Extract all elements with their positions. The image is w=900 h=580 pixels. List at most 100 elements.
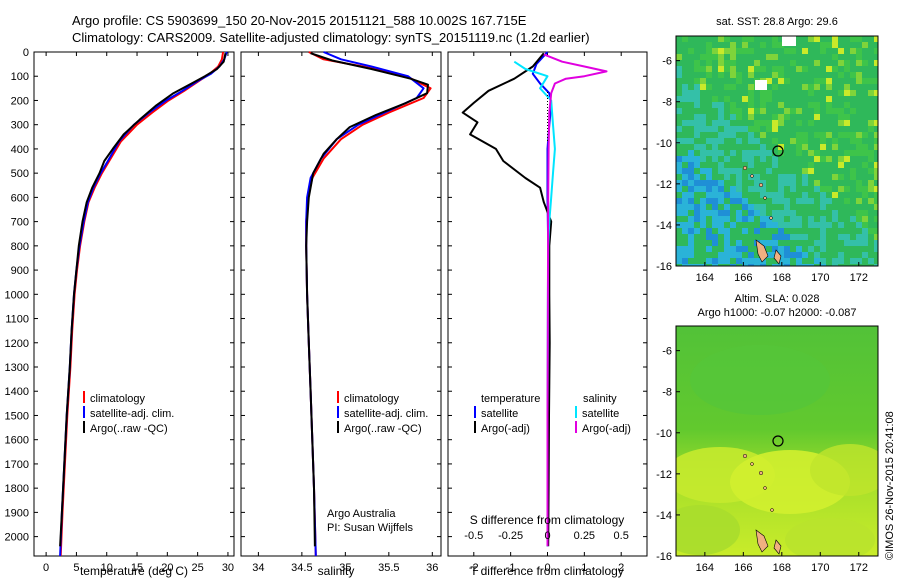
sst-cell [718, 216, 724, 222]
sst-cell [706, 108, 712, 114]
sla-map-frame [675, 325, 879, 557]
sst-cell [724, 162, 730, 168]
sst-cell [766, 174, 772, 180]
sst-cell [850, 120, 856, 126]
sst-cell [874, 90, 878, 96]
map-lon-label: 170 [811, 272, 829, 284]
sst-cell [868, 90, 874, 96]
sst-cell [862, 180, 868, 186]
sst-cell [838, 192, 844, 198]
sst-cell [730, 36, 736, 42]
sst-cell [796, 222, 802, 228]
difference-legend: temperature salinity satellite Argo(-adj… [474, 393, 631, 435]
sst-cell [682, 90, 688, 96]
legend-t-argo: Argo(-adj) [481, 423, 530, 435]
sst-cell [874, 216, 878, 222]
sst-cell [862, 252, 868, 258]
sst-cell [826, 144, 832, 150]
sst-cell [832, 204, 838, 210]
sst-cell [808, 72, 814, 78]
sst-cell [856, 66, 862, 72]
sst-cell [760, 168, 766, 174]
sst-cell [850, 186, 856, 192]
sst-cell [802, 222, 808, 228]
temperature-ticks: 0 5 10 15 20 25 30 [34, 51, 234, 574]
sst-cell [712, 228, 718, 234]
sst-cell [766, 168, 772, 174]
sst-cell [676, 216, 682, 222]
sst-cell [808, 258, 814, 264]
sst-cell [700, 72, 706, 78]
sst-cell [850, 162, 856, 168]
sst-cell [730, 162, 736, 168]
sst-cell [820, 198, 826, 204]
sst-cell [832, 216, 838, 222]
sst-cell [868, 42, 874, 48]
sst-cell [814, 42, 820, 48]
sst-cell [706, 96, 712, 102]
sst-cell [778, 216, 784, 222]
sst-cell [712, 258, 718, 264]
sst-cell [706, 132, 712, 138]
sst-cell [862, 90, 868, 96]
sst-cell [712, 102, 718, 108]
sst-cell [682, 144, 688, 150]
sst-cell [790, 126, 796, 132]
sst-cell [814, 192, 820, 198]
sst-cell [724, 192, 730, 198]
sst-cell [688, 216, 694, 222]
sst-cell [748, 150, 754, 156]
sst-cell [694, 138, 700, 144]
sst-cell [808, 120, 814, 126]
sst-cell [790, 228, 796, 234]
sst-cell [772, 258, 778, 264]
sst-cell [718, 198, 724, 204]
sst-cell [844, 42, 850, 48]
sst-cell [754, 138, 760, 144]
sst-cell [820, 84, 826, 90]
sst-cell [838, 264, 844, 266]
sst-cell [874, 126, 878, 132]
sst-cell [850, 204, 856, 210]
sst-cell [694, 234, 700, 240]
sst-cell [730, 108, 736, 114]
x-tick-label: 5 [73, 562, 79, 574]
sst-cell [796, 72, 802, 78]
sst-cell [796, 198, 802, 204]
sst-cell [874, 60, 878, 66]
sst-cell [688, 126, 694, 132]
sst-cell [856, 216, 862, 222]
sst-cell [694, 72, 700, 78]
sst-cell [760, 42, 766, 48]
sst-cell [808, 48, 814, 54]
sst-cell [874, 198, 878, 204]
sst-cell [814, 102, 820, 108]
sst-cell [868, 126, 874, 132]
sst-cell [718, 168, 724, 174]
sst-cell [766, 132, 772, 138]
sst-cell [706, 174, 712, 180]
sst-cell [754, 72, 760, 78]
sst-cell [712, 204, 718, 210]
sst-cell [784, 144, 790, 150]
sst-cell [754, 204, 760, 210]
sst-cell [802, 210, 808, 216]
sst-cell [736, 138, 742, 144]
sst-cell [748, 240, 754, 246]
sst-cell [676, 204, 682, 210]
header-line-2: Climatology: CARS2009. Satellite-adjuste… [72, 30, 590, 45]
sst-cell [874, 144, 878, 150]
sst-cell [784, 96, 790, 102]
sst-cell [718, 144, 724, 150]
sst-cell [688, 252, 694, 258]
sst-cell [700, 162, 706, 168]
sst-cell [784, 84, 790, 90]
sst-cell [730, 198, 736, 204]
sst-cell [760, 108, 766, 114]
sst-cell [796, 54, 802, 60]
sst-cell [730, 186, 736, 192]
sst-cell [844, 240, 850, 246]
sst-cell [682, 198, 688, 204]
sst-cell [724, 36, 730, 42]
sst-cell [748, 66, 754, 72]
